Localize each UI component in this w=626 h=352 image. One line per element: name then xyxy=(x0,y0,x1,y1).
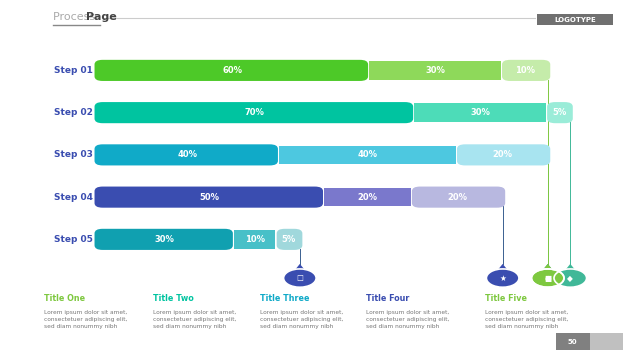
Text: Title One: Title One xyxy=(44,294,85,303)
Polygon shape xyxy=(539,264,557,275)
Polygon shape xyxy=(539,264,557,275)
Text: 20%: 20% xyxy=(493,150,513,159)
Circle shape xyxy=(284,269,316,287)
Circle shape xyxy=(554,269,587,287)
Text: Title Five: Title Five xyxy=(485,294,527,303)
FancyBboxPatch shape xyxy=(279,146,456,164)
Text: 70%: 70% xyxy=(245,108,265,117)
FancyBboxPatch shape xyxy=(547,102,573,123)
FancyBboxPatch shape xyxy=(556,333,590,350)
Text: Step 02: Step 02 xyxy=(54,108,93,117)
Text: 30%: 30% xyxy=(425,66,445,75)
Text: Lorem ipsum dolor sit amet,
consectetuer adipiscing elit,
sed diam nonummy nibh: Lorem ipsum dolor sit amet, consectetuer… xyxy=(485,310,568,329)
Text: 5%: 5% xyxy=(282,235,295,244)
FancyBboxPatch shape xyxy=(457,144,550,165)
Text: 20%: 20% xyxy=(448,193,468,202)
FancyBboxPatch shape xyxy=(234,230,275,249)
Circle shape xyxy=(531,269,564,287)
Text: Title Three: Title Three xyxy=(260,294,309,303)
Text: Step 05: Step 05 xyxy=(54,235,93,244)
Text: 5%: 5% xyxy=(552,108,566,117)
Text: ★: ★ xyxy=(500,274,506,283)
FancyBboxPatch shape xyxy=(95,102,413,123)
Text: 50: 50 xyxy=(568,339,578,345)
Text: Process: Process xyxy=(53,12,99,22)
Polygon shape xyxy=(562,264,579,275)
Text: 10%: 10% xyxy=(515,66,535,75)
Text: Lorem ipsum dolor sit amet,
consectetuer adipiscing elit,
sed diam nonummy nibh: Lorem ipsum dolor sit amet, consectetuer… xyxy=(366,310,449,329)
FancyBboxPatch shape xyxy=(277,229,302,250)
FancyBboxPatch shape xyxy=(502,60,550,81)
Text: 10%: 10% xyxy=(245,235,265,244)
FancyBboxPatch shape xyxy=(95,60,368,81)
Polygon shape xyxy=(494,264,511,275)
FancyBboxPatch shape xyxy=(369,61,501,80)
Text: Lorem ipsum dolor sit amet,
consectetuer adipiscing elit,
sed diam nonummy nibh: Lorem ipsum dolor sit amet, consectetuer… xyxy=(153,310,237,329)
FancyBboxPatch shape xyxy=(95,144,278,165)
Text: Lorem ipsum dolor sit amet,
consectetuer adipiscing elit,
sed diam nonummy nibh: Lorem ipsum dolor sit amet, consectetuer… xyxy=(260,310,343,329)
FancyBboxPatch shape xyxy=(95,187,323,208)
Text: 20%: 20% xyxy=(357,193,377,202)
FancyBboxPatch shape xyxy=(537,14,613,25)
Text: 30%: 30% xyxy=(470,108,490,117)
FancyBboxPatch shape xyxy=(95,229,233,250)
Text: Step 03: Step 03 xyxy=(54,150,93,159)
Text: 40%: 40% xyxy=(357,150,377,159)
Text: 30%: 30% xyxy=(155,235,175,244)
Text: 60%: 60% xyxy=(222,66,242,75)
FancyBboxPatch shape xyxy=(556,333,623,350)
Text: LOGOTYPE: LOGOTYPE xyxy=(555,17,596,23)
Text: Step 01: Step 01 xyxy=(54,66,93,75)
Text: ■: ■ xyxy=(544,274,552,283)
Circle shape xyxy=(486,269,519,287)
Text: Page: Page xyxy=(86,12,116,22)
FancyBboxPatch shape xyxy=(414,103,546,122)
Text: ☐: ☐ xyxy=(297,274,303,283)
Polygon shape xyxy=(291,264,309,275)
Circle shape xyxy=(531,269,564,287)
Text: 40%: 40% xyxy=(177,150,197,159)
Text: ●: ● xyxy=(545,274,551,283)
FancyBboxPatch shape xyxy=(324,188,411,206)
FancyBboxPatch shape xyxy=(412,187,505,208)
Text: Title Four: Title Four xyxy=(366,294,409,303)
Text: Lorem ipsum dolor sit amet,
consectetuer adipiscing elit,
sed diam nonummy nibh: Lorem ipsum dolor sit amet, consectetuer… xyxy=(44,310,127,329)
Text: ◆: ◆ xyxy=(567,274,573,283)
Text: Step 04: Step 04 xyxy=(54,193,93,202)
Text: Title Two: Title Two xyxy=(153,294,194,303)
Text: 50%: 50% xyxy=(200,193,220,202)
